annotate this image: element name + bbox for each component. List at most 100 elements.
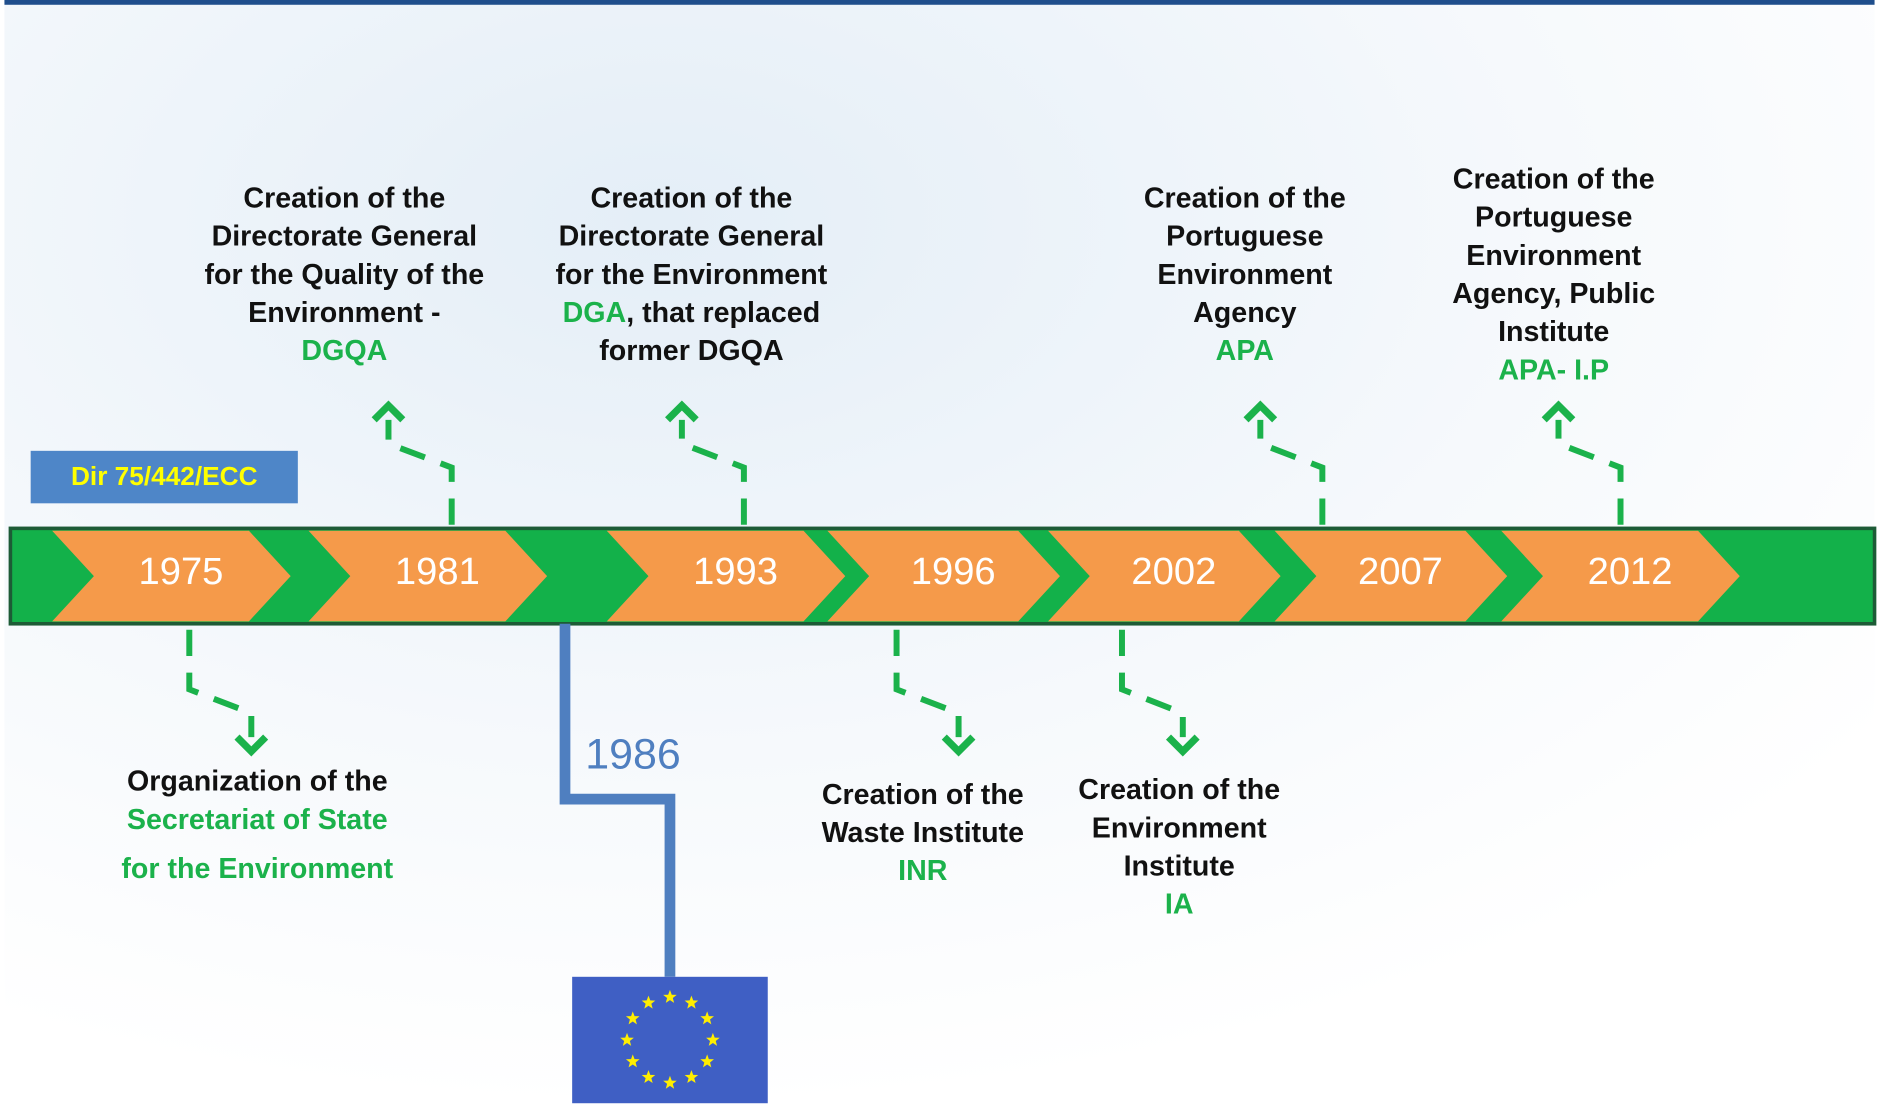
directive-box [30,450,298,504]
event-line: Environment - [248,297,440,329]
event-text-segment: Environment [1466,240,1641,272]
event-text: Creation of the Waste Institute INR [822,779,1024,887]
year-label: 2012 [1588,550,1673,593]
year-label: 1993 [693,550,778,593]
event-line: Agency [1193,297,1296,329]
event-text-segment: Secretariat of State [127,804,388,836]
directive-label: Dir 75/442/ECC [71,461,258,491]
event-text-segment: APA- I.P [1498,354,1609,386]
event-line: Creation of the [1144,183,1346,215]
event-text-segment: Environment - [248,297,440,329]
eu-star [700,1054,714,1068]
event-line: Creation of the [1453,163,1655,195]
event-line: IA [1165,889,1194,921]
event-line: for the Quality of the [204,259,484,291]
event-text-segment: Institute [1124,850,1235,882]
connector [1118,629,1186,738]
event-text-segment: Agency [1193,297,1296,329]
eu-star [663,989,677,1003]
event-line: for the Environment [121,853,393,885]
eu-star [663,1075,677,1089]
event-line: Directorate General [559,221,825,253]
year-chevron [606,530,846,622]
event-line: Creation of the [243,183,445,215]
event-line: for the Environment [556,259,828,291]
eu-star [684,995,699,1009]
year-label: 1975 [139,550,224,593]
event-text-segment: Institute [1498,316,1609,348]
event-line: Organization of the [127,766,388,798]
event-line: Environment [1157,259,1332,291]
event-text-segment: Environment [1157,259,1332,291]
eu-star [625,1054,640,1068]
event-text-segment: DGQA [301,335,387,367]
event-text-segment: for the Environment [556,259,828,291]
event-text-segment: INR [898,855,948,887]
connector [678,419,747,525]
year-chevron [1048,530,1281,622]
event-line: Creation of the [822,779,1024,811]
event-text-segment: Organization of the [127,766,388,798]
event-text: Creation of the Directorate General for th… [556,183,828,368]
event-line: Creation of the [1078,774,1280,806]
event-text: Creation of the Portuguese Environment Agen… [1452,163,1655,386]
event-line: DGQA [301,335,387,367]
connector-arrow [1165,734,1200,757]
event-text-segment: Creation of the [1078,774,1280,806]
year-label: 2002 [1131,550,1216,593]
year-chevron [308,530,548,622]
event-text-segment: Portuguese [1475,202,1632,234]
year-chevron [52,530,291,622]
connector [1555,419,1624,525]
year-chevron [1501,530,1740,622]
event-text-segment: Environment [1092,812,1267,844]
event-text-segment: Directorate General [212,221,478,253]
event-text-segment: Creation of the [1453,163,1655,195]
eu-year: 1986 [585,731,681,779]
event-line: APA [1216,335,1274,367]
connector [893,629,962,738]
connector [186,629,255,738]
connector-arrow [371,400,406,423]
event-text-segment: former DGQA [599,335,783,367]
event-line: Environment [1466,240,1641,272]
event-line: Institute [1498,316,1609,348]
event-text-segment: for the Environment [121,853,393,885]
eu-star [641,995,656,1009]
event-line: INR [898,855,948,887]
event-line: Secretariat of State [127,804,388,836]
event-line: Portuguese [1475,202,1632,234]
eu-star [706,1032,720,1046]
event-text-segment: APA [1216,335,1274,367]
top-border [4,0,1875,5]
connector-arrow [1541,400,1576,423]
event-text-segment: Directorate General [559,221,825,253]
eu-stars [620,989,720,1089]
eu-star [641,1070,656,1083]
event-line: Agency, Public [1452,278,1655,310]
eu-star [700,1011,714,1025]
event-line: Institute [1124,850,1235,882]
year-chevron [1274,530,1508,622]
event-text-segment: Creation of the [243,183,445,215]
event-line: APA- I.P [1498,354,1609,386]
connector [385,419,455,525]
event-line: DGA, that replaced [563,297,821,329]
event-text: Creation of the Portuguese Environment Agen… [1144,183,1346,368]
event-text-segment: Agency, Public [1452,278,1655,310]
event-text-segment: for the Quality of the [204,259,484,291]
eu-connector [559,623,676,977]
year-label: 1981 [395,550,480,593]
event-line: Waste Institute [822,817,1024,849]
event-text-segment: Creation of the [822,779,1024,811]
event-line: Directorate General [212,221,478,253]
connector [1257,419,1326,525]
connector-arrow [1243,400,1278,423]
event-text-segment: IA [1165,889,1194,921]
eu-star [620,1032,634,1046]
event-text-segment: , that replaced [626,297,820,329]
event-text: Creation of the Directorate General for th… [204,183,484,368]
event-line: Environment [1092,812,1267,844]
year-label: 2007 [1358,550,1443,593]
